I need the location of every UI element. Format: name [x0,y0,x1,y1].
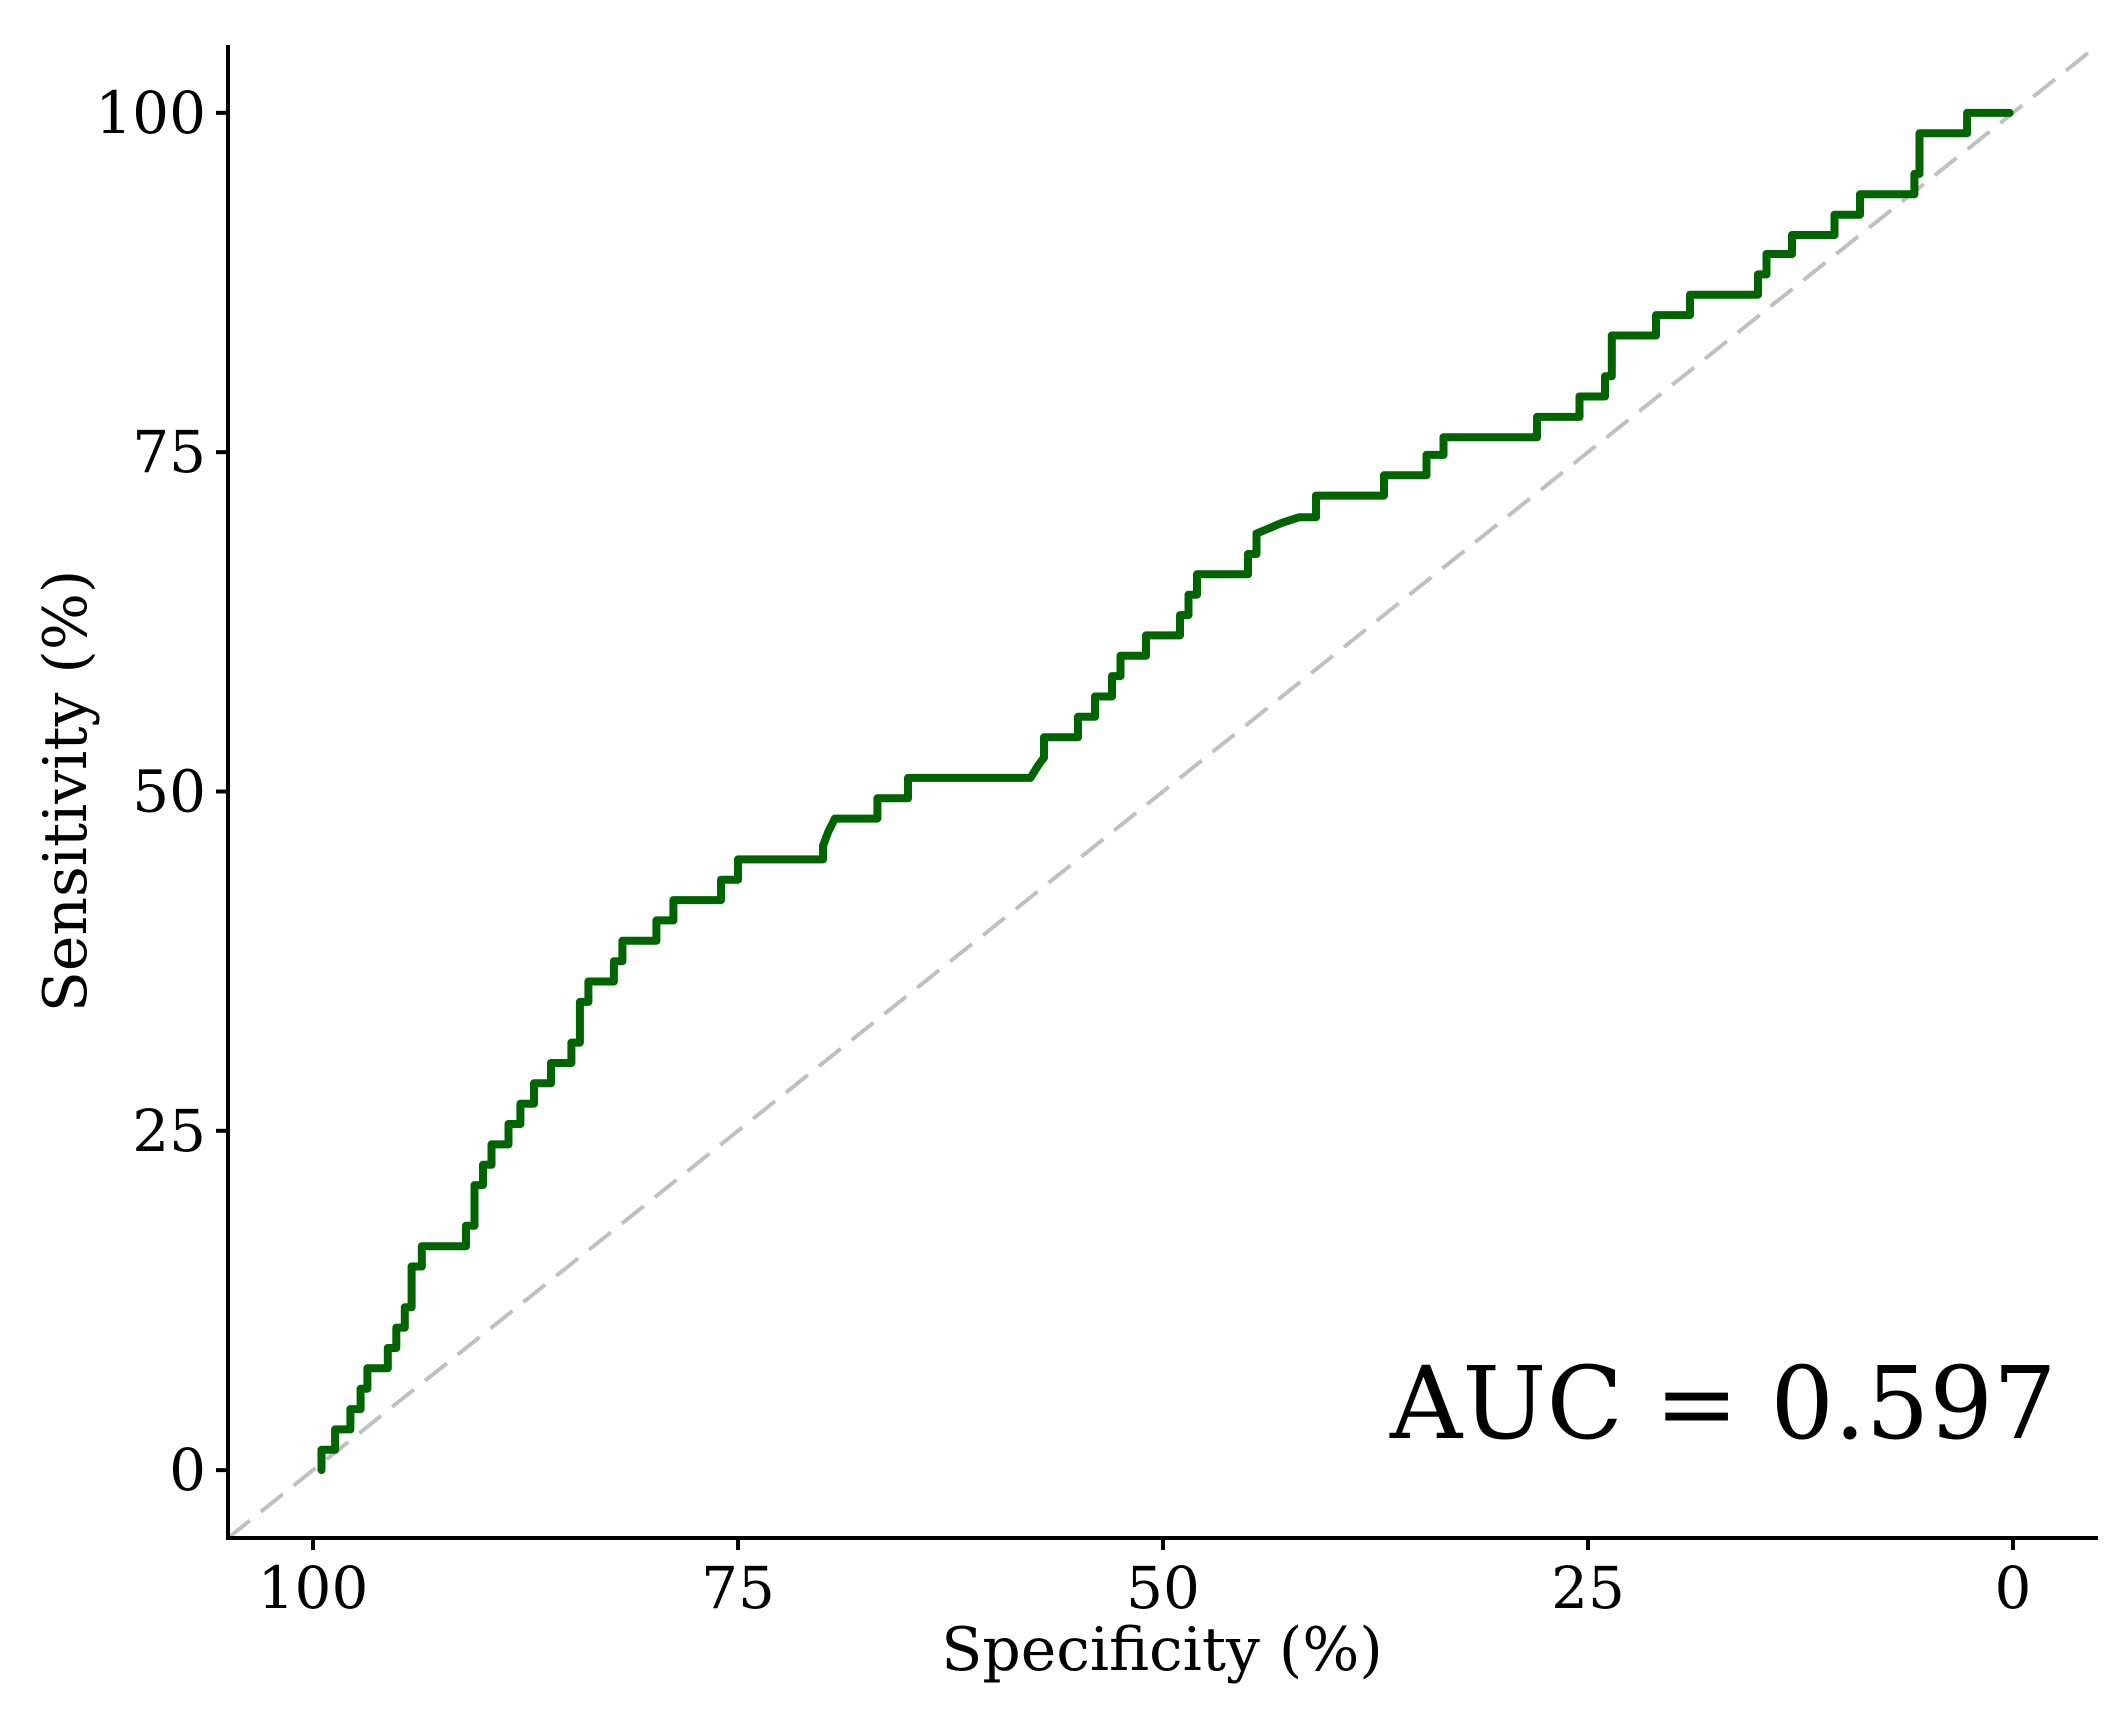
x-tick-label: 50 [1126,1554,1200,1622]
y-tick-label: 75 [132,418,206,486]
x-tick-label: 0 [1995,1554,2032,1622]
auc-annotation: AUC = 0.597 [1389,1345,2057,1462]
x-axis-title: Specificity (%) [941,1615,1383,1685]
y-tick-label: 0 [169,1436,206,1504]
reference-diagonal [226,43,2100,1540]
y-tick-label: 25 [132,1097,206,1165]
y-tick-label: 50 [132,758,206,826]
y-axis-ticks: 0 25 50 75 100 [95,79,228,1504]
x-tick-label: 75 [701,1554,775,1622]
y-axis-title: Sensitivity (%) [31,570,101,1013]
x-axis-ticks: 100 75 50 25 0 [258,1538,2032,1622]
roc-curve-line-0 [317,108,2014,1475]
x-tick-label: 25 [1551,1554,1625,1622]
plot-area [226,43,2100,1540]
x-tick-label: 100 [258,1554,369,1622]
y-tick-label: 100 [95,79,206,147]
